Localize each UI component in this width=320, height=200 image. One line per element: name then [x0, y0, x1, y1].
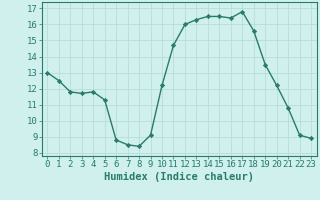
X-axis label: Humidex (Indice chaleur): Humidex (Indice chaleur)	[104, 172, 254, 182]
